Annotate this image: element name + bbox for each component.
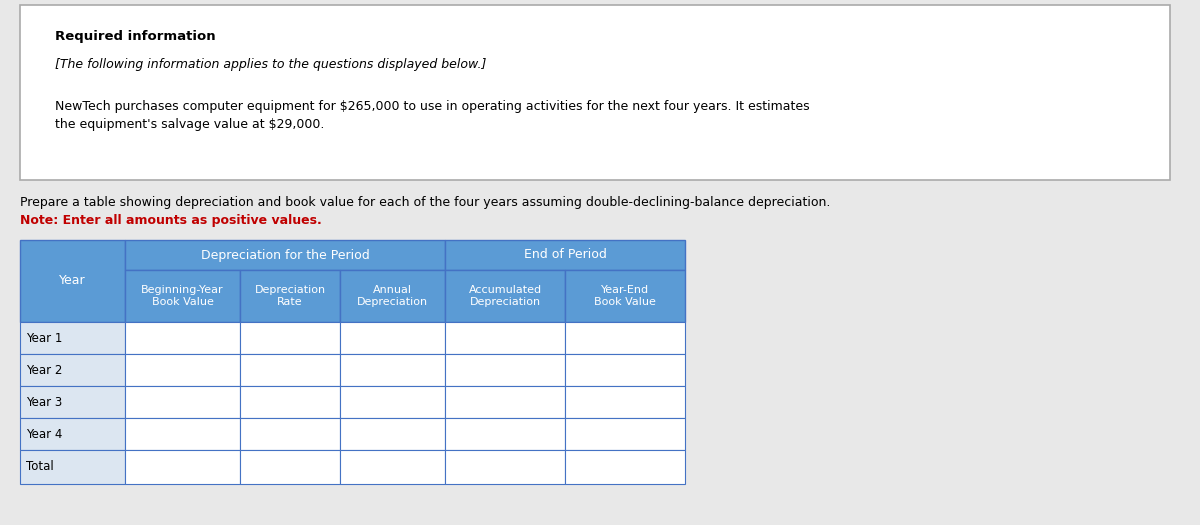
Bar — [340, 386, 445, 418]
Text: Depreciation for the Period: Depreciation for the Period — [200, 248, 370, 261]
Text: Required information: Required information — [55, 30, 216, 43]
Bar — [125, 386, 240, 418]
Text: Year-End
Book Value: Year-End Book Value — [594, 285, 656, 307]
Bar — [125, 270, 240, 322]
Bar — [565, 450, 685, 484]
Bar — [565, 322, 685, 354]
Bar — [340, 354, 445, 386]
Text: Year: Year — [59, 275, 86, 288]
Text: NewTech purchases computer equipment for $265,000 to use in operating activities: NewTech purchases computer equipment for… — [55, 100, 810, 113]
Text: Total: Total — [26, 460, 54, 474]
Text: Beginning-Year
Book Value: Beginning-Year Book Value — [142, 285, 224, 307]
Text: Prepare a table showing depreciation and book value for each of the four years a: Prepare a table showing depreciation and… — [20, 196, 830, 209]
Bar — [565, 270, 685, 322]
Bar — [125, 450, 240, 484]
Bar — [20, 240, 125, 322]
Text: Year 2: Year 2 — [26, 363, 62, 376]
Bar — [240, 270, 340, 322]
Text: Year 3: Year 3 — [26, 395, 62, 408]
Bar — [340, 270, 445, 322]
Text: the equipment's salvage value at $29,000.: the equipment's salvage value at $29,000… — [55, 118, 324, 131]
Bar — [565, 354, 685, 386]
Bar — [445, 270, 565, 322]
FancyBboxPatch shape — [20, 5, 1170, 180]
Bar — [240, 386, 340, 418]
Bar — [340, 450, 445, 484]
Bar — [445, 240, 685, 270]
Text: Accumulated
Depreciation: Accumulated Depreciation — [468, 285, 541, 307]
Bar — [240, 450, 340, 484]
Bar — [125, 322, 240, 354]
Bar — [340, 322, 445, 354]
Text: [The following information applies to the questions displayed below.]: [The following information applies to th… — [55, 58, 486, 71]
Bar — [125, 354, 240, 386]
Text: Annual
Depreciation: Annual Depreciation — [356, 285, 428, 307]
Bar — [445, 354, 565, 386]
Bar — [20, 418, 125, 450]
Bar — [125, 240, 445, 270]
Bar — [125, 418, 240, 450]
Bar — [20, 322, 125, 354]
Bar — [20, 450, 125, 484]
Bar — [340, 418, 445, 450]
Bar — [240, 354, 340, 386]
Text: Note: Enter all amounts as positive values.: Note: Enter all amounts as positive valu… — [20, 214, 322, 227]
Bar — [445, 322, 565, 354]
Bar — [240, 418, 340, 450]
Bar — [445, 450, 565, 484]
Bar — [565, 418, 685, 450]
Bar — [240, 322, 340, 354]
Bar — [565, 386, 685, 418]
Bar — [20, 386, 125, 418]
Text: Year 1: Year 1 — [26, 331, 62, 344]
Bar — [445, 418, 565, 450]
Text: Depreciation
Rate: Depreciation Rate — [254, 285, 325, 307]
Text: End of Period: End of Period — [523, 248, 606, 261]
Bar — [20, 354, 125, 386]
Bar — [445, 386, 565, 418]
Text: Year 4: Year 4 — [26, 427, 62, 440]
